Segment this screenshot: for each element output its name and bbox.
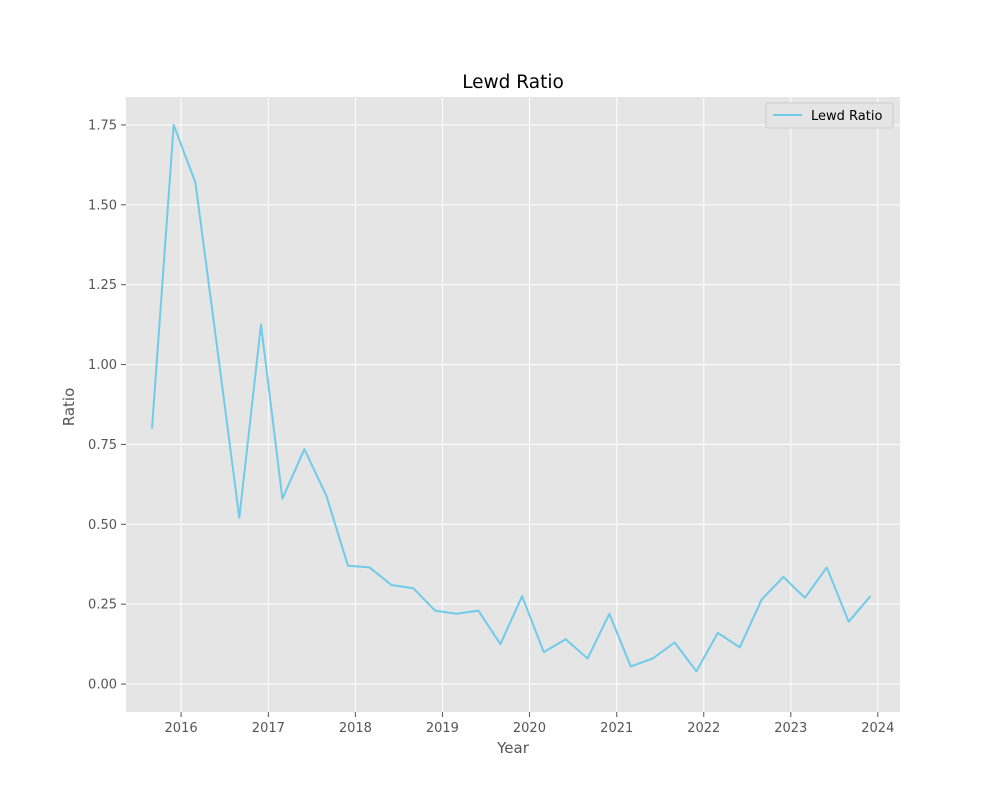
x-tick-label: 2017: [252, 721, 285, 736]
data-point: [630, 665, 632, 667]
data-point: [412, 587, 414, 589]
y-tick-label: 1.00: [88, 358, 117, 373]
data-point: [151, 427, 153, 429]
data-point: [761, 598, 763, 600]
series-group: [151, 124, 872, 673]
data-point: [869, 595, 871, 597]
y-tick-label: 1.75: [88, 118, 117, 133]
data-point: [238, 517, 240, 519]
legend-box: [765, 102, 894, 129]
data-point: [499, 643, 501, 645]
data-point: [216, 348, 218, 350]
data-point: [543, 651, 545, 653]
data-point: [303, 448, 305, 450]
x-tick-label: 2019: [426, 721, 459, 736]
data-point: [325, 495, 327, 497]
x-tick-label: 2016: [165, 721, 198, 736]
data-point: [347, 565, 349, 567]
data-point: [695, 670, 697, 672]
data-point: [674, 642, 676, 644]
data-point: [652, 657, 654, 659]
data-point: [565, 638, 567, 640]
y-tick-label: 0.25: [88, 598, 117, 613]
data-point: [848, 621, 850, 623]
data-point: [804, 597, 806, 599]
data-point: [455, 613, 457, 615]
data-point: [587, 657, 589, 659]
data-point: [826, 566, 828, 568]
x-tick-label: 2018: [339, 721, 372, 736]
data-point: [434, 610, 436, 612]
data-point: [477, 610, 479, 612]
y-tick-label: 1.25: [88, 278, 117, 293]
x-axis: 2016 2017 2018 2019 2020 2021 2022 2023 2024: [165, 712, 894, 736]
x-tick-label: 2024: [861, 721, 894, 736]
data-point: [368, 566, 370, 568]
chart-title: Lewd Ratio: [462, 72, 564, 93]
x-tick-label: 2021: [600, 721, 633, 736]
x-axis-label: Year: [496, 739, 530, 757]
series-line-lewd-ratio: [151, 124, 872, 673]
data-point: [281, 498, 283, 500]
data-point: [390, 584, 392, 586]
y-tick-label: 0.75: [88, 438, 117, 453]
y-tick-label: 1.50: [88, 198, 117, 213]
y-tick-label: 0.50: [88, 518, 117, 533]
y-axis: 0.00 0.25 0.50 0.75 1.00 1.25 1.50 1.75: [88, 118, 126, 693]
x-tick-label: 2020: [513, 721, 546, 736]
data-point: [717, 632, 719, 634]
y-tick-label: 0.00: [88, 678, 117, 693]
data-point: [608, 613, 610, 615]
x-tick-label: 2023: [774, 721, 807, 736]
data-point: [260, 324, 262, 326]
y-axis-label: Ratio: [60, 388, 78, 427]
data-point: [173, 124, 175, 126]
data-point: [739, 646, 741, 648]
legend-label-lewd-ratio: Lewd Ratio: [811, 109, 882, 124]
x-tick-label: 2022: [687, 721, 720, 736]
data-point: [521, 595, 523, 597]
grid-lines: [126, 97, 900, 712]
data-point: [782, 576, 784, 578]
data-point: [194, 181, 196, 183]
plot-background: [126, 97, 900, 712]
legend: Lewd Ratio: [765, 102, 894, 129]
